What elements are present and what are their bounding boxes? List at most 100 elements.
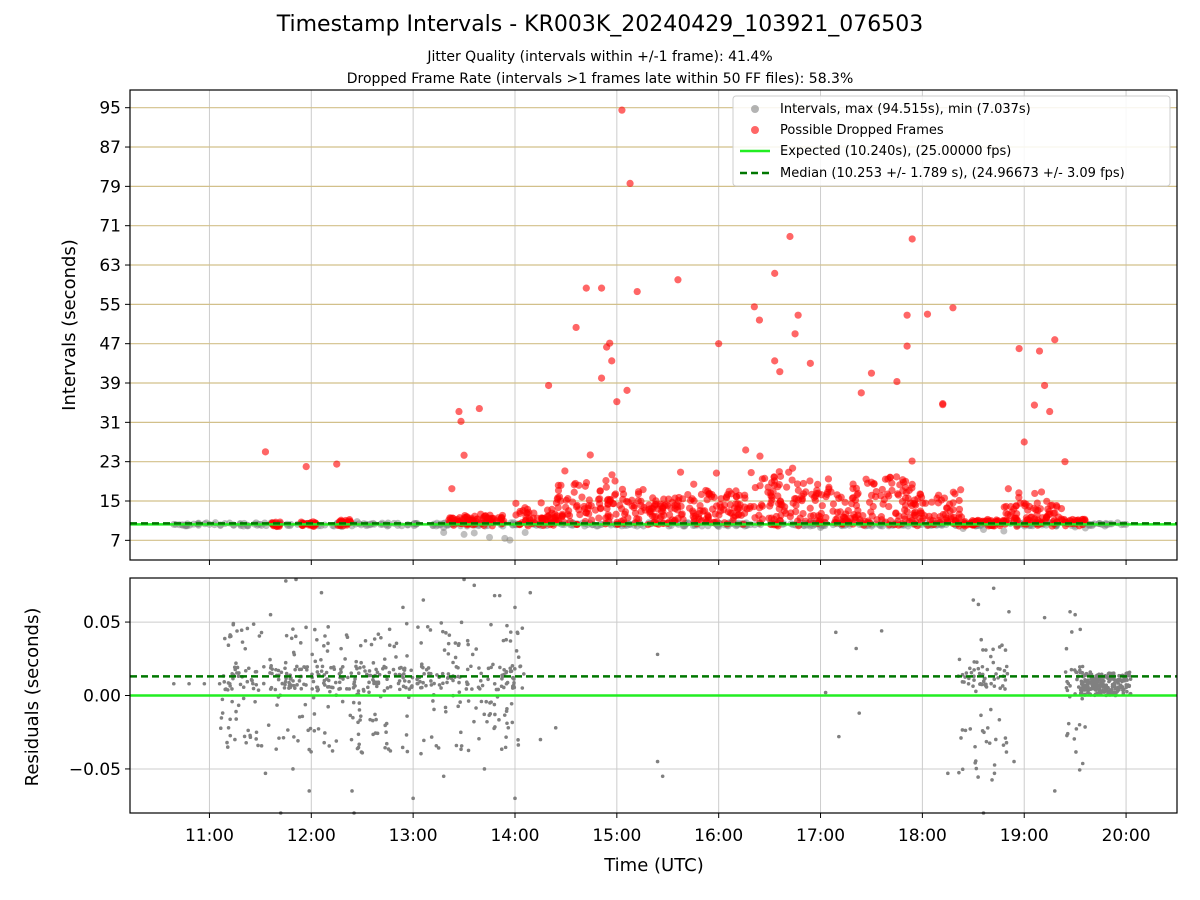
dropped-frame-point <box>1061 458 1069 466</box>
xtick-label-6: 17:00 <box>796 826 845 846</box>
dropped-frame-point <box>1007 503 1015 511</box>
dropped-frame-point <box>611 477 619 485</box>
residual-point <box>511 676 515 680</box>
dropped-frame-point <box>572 323 580 332</box>
residual-point <box>441 629 445 634</box>
residual-point <box>233 667 238 672</box>
residual-point <box>418 679 422 684</box>
residual-point <box>370 718 375 723</box>
residual-point <box>404 621 409 626</box>
dropped-frame-point <box>616 501 624 509</box>
residual-point <box>358 643 363 648</box>
residual-point <box>291 679 295 683</box>
dropped-frame-point <box>750 303 758 311</box>
dropped-frame-point <box>741 491 749 499</box>
residual-point <box>422 738 426 743</box>
residual-point <box>284 671 289 676</box>
residual-point <box>1074 750 1078 754</box>
residual-point <box>266 723 271 727</box>
residual-point <box>237 671 241 675</box>
residual-point <box>341 677 345 681</box>
residual-point <box>971 684 975 688</box>
residual-point <box>1096 687 1101 691</box>
residual-point <box>1117 673 1121 678</box>
residual-point <box>387 643 392 648</box>
residual-point <box>1073 612 1077 617</box>
dropped-frame-point <box>810 493 818 501</box>
residual-point <box>385 677 389 682</box>
dropped-frame-point <box>633 287 641 296</box>
residual-point <box>990 778 994 782</box>
xtick-label-8: 19:00 <box>1000 826 1049 846</box>
dropped-frame-point <box>949 488 957 496</box>
residual-point <box>435 673 439 677</box>
residual-point <box>405 714 409 718</box>
residual-point <box>478 678 483 683</box>
residual-point <box>447 633 452 637</box>
residual-point <box>992 677 997 681</box>
dropped-frame-point <box>635 515 643 523</box>
dropped-frame-point <box>746 502 755 511</box>
residual-point <box>428 628 433 632</box>
residual-point <box>501 638 506 643</box>
residual-point <box>504 735 508 739</box>
residual-point <box>429 683 434 687</box>
residual-point <box>356 732 361 737</box>
bottom-reference-lines <box>130 675 1177 697</box>
residual-point <box>325 649 330 653</box>
residual-point <box>1074 727 1079 731</box>
residual-point <box>254 682 259 687</box>
residual-point <box>292 735 296 739</box>
residual-point <box>171 681 176 686</box>
residual-point <box>428 671 433 676</box>
residual-point <box>421 680 425 685</box>
dropped-frame-point <box>814 480 822 489</box>
residual-point <box>415 681 420 686</box>
dropped-frame-point <box>630 504 638 512</box>
residual-point <box>354 659 359 664</box>
dropped-frame-point <box>757 501 766 509</box>
residual-point <box>217 681 222 686</box>
dropped-frame-point <box>793 480 802 488</box>
residual-point <box>358 718 362 722</box>
dropped-frame-point <box>883 490 892 498</box>
residual-point <box>498 665 502 670</box>
residual-point <box>372 637 377 641</box>
dropped-frame-point <box>637 501 645 510</box>
residual-point <box>976 666 981 671</box>
residual-point <box>1080 664 1085 669</box>
residual-point <box>287 686 291 690</box>
residual-point <box>505 623 509 628</box>
residual-point <box>981 648 985 652</box>
residual-point <box>1066 721 1071 726</box>
residual-point <box>966 681 971 686</box>
top-ytick-label-7: 63 <box>99 256 121 276</box>
residual-point <box>402 667 406 672</box>
dropped-frame-point <box>878 485 886 494</box>
residual-point <box>957 657 962 662</box>
residual-point <box>1077 722 1082 727</box>
dropped-frame-point <box>261 448 270 456</box>
residual-point <box>976 775 980 779</box>
residual-point <box>446 641 451 646</box>
residual-point <box>1080 761 1085 766</box>
residual-point <box>251 622 256 626</box>
residual-point <box>402 679 407 683</box>
dropped-frame-point <box>794 311 802 319</box>
dropped-frame-point <box>702 486 710 495</box>
interval-point <box>470 529 478 537</box>
dropped-frame-point <box>608 357 616 365</box>
residual-point <box>357 701 362 705</box>
dropped-frame-point <box>806 477 814 485</box>
residual-point <box>315 670 320 674</box>
residual-point <box>1003 678 1008 682</box>
dropped-frame-point <box>928 498 936 506</box>
residual-point <box>233 737 237 742</box>
residual-point <box>466 699 471 703</box>
dropped-frame-point <box>582 479 591 487</box>
dropped-frame-point <box>671 505 679 513</box>
residual-point <box>429 679 433 683</box>
residual-point <box>421 598 426 602</box>
residual-point <box>277 736 281 740</box>
dropped-frame-point <box>604 511 612 519</box>
